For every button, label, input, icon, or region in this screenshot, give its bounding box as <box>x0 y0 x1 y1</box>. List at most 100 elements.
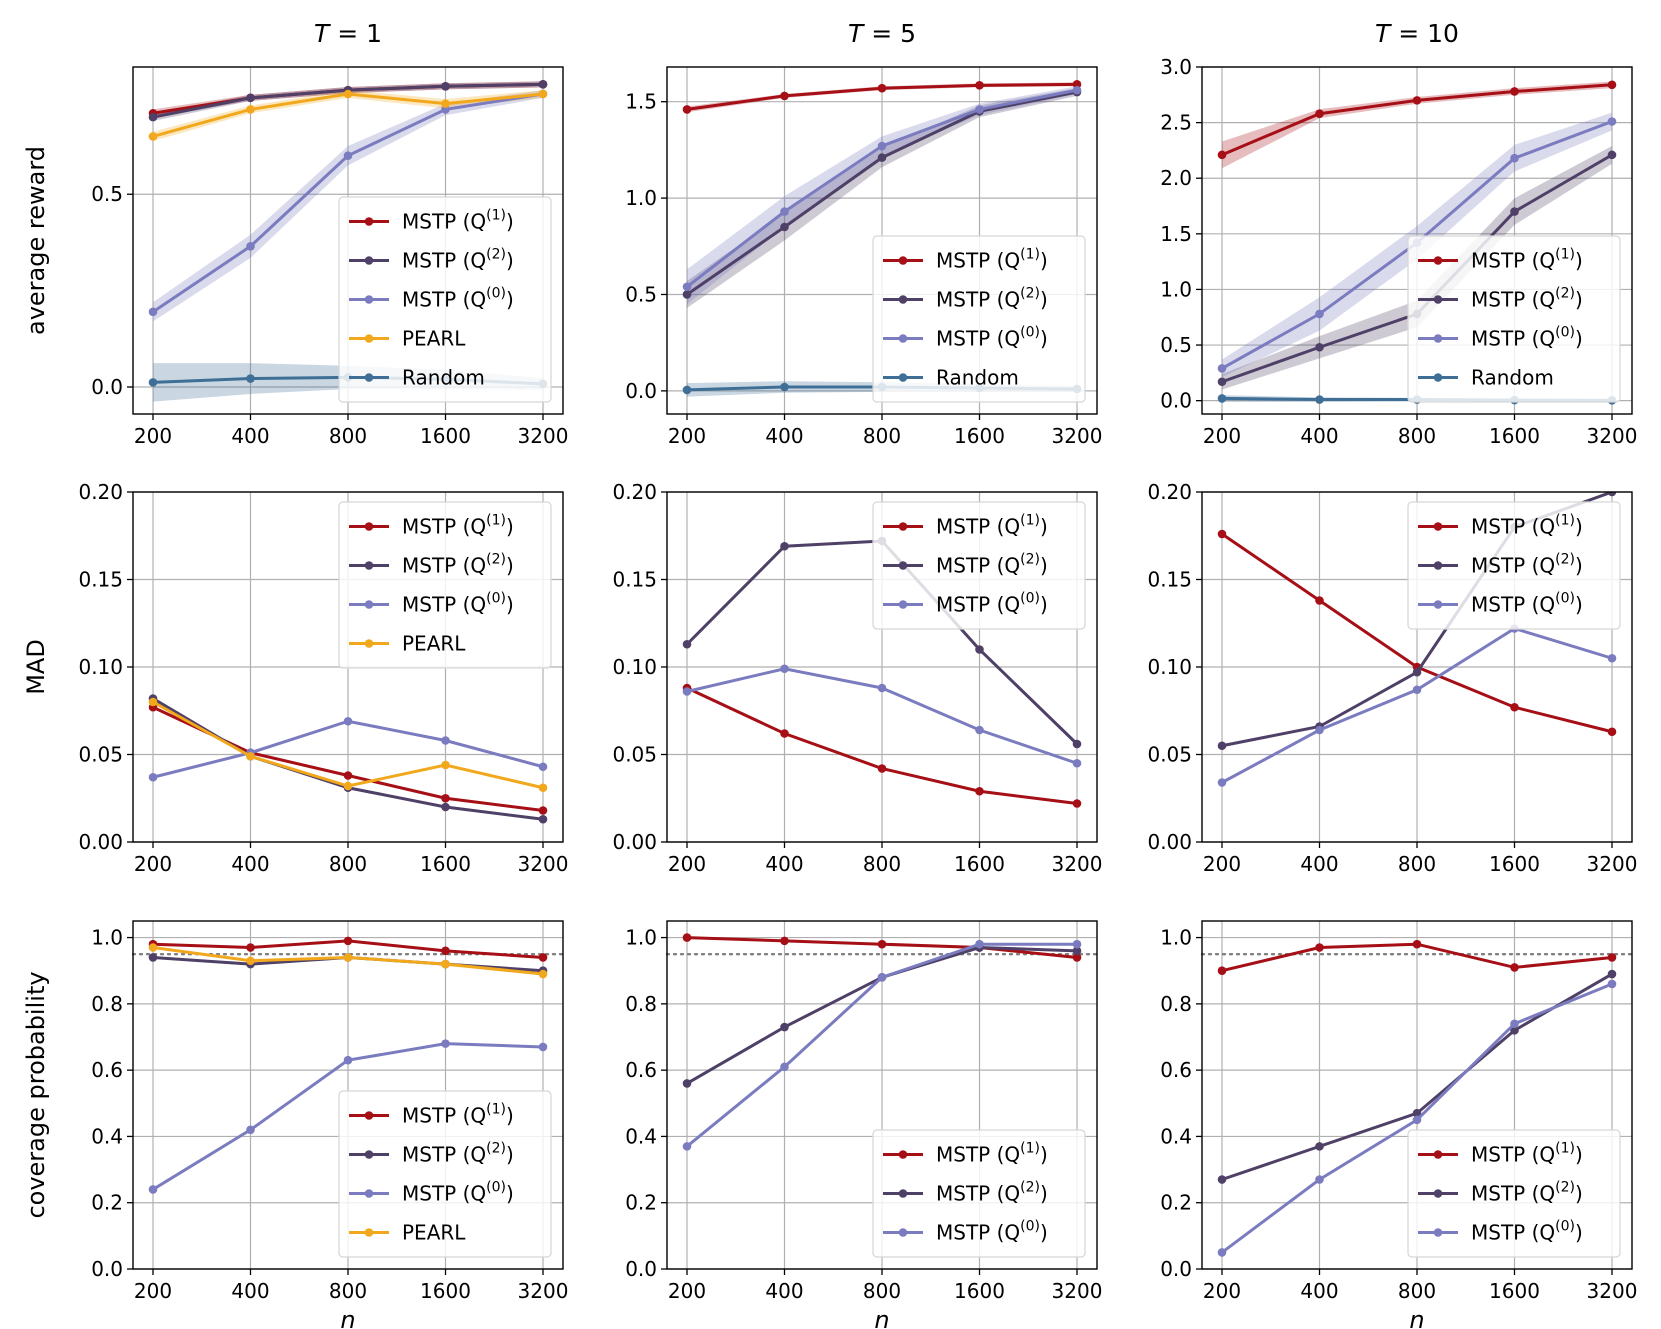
legend-label-q1: MSTP (Q(1)) <box>1471 513 1583 539</box>
x-tick-label: 3200 <box>1052 424 1103 448</box>
point-q2 <box>1607 150 1617 160</box>
legend-marker-q1 <box>1433 522 1443 531</box>
band-q2 <box>1222 145 1612 390</box>
y-tick-label: 0.20 <box>612 480 657 504</box>
point-q1 <box>1315 109 1324 119</box>
point-q0 <box>246 241 255 251</box>
legend-label-q0: MSTP (Q(0)) <box>402 286 514 312</box>
x-tick-label: 200 <box>1203 852 1241 876</box>
point-q1 <box>246 943 255 952</box>
point-q2 <box>1315 342 1324 352</box>
legend-box <box>872 501 1086 630</box>
row-ylabel-1: MAD <box>22 639 50 695</box>
y-tick-label: 0.6 <box>91 1058 123 1082</box>
legend-label-q1: MSTP (Q(1)) <box>1471 1141 1583 1167</box>
y-tick-label: 1.0 <box>625 186 657 210</box>
x-tick-label: 400 <box>1300 1279 1338 1303</box>
point-q2 <box>1607 492 1617 497</box>
point-q0 <box>682 282 692 292</box>
legend: MSTP (Q(1)) MSTP (Q(2)) MSTP (Q(0)) <box>872 501 1086 630</box>
point-q2 <box>1412 667 1422 677</box>
point-q0 <box>1607 653 1617 663</box>
point-pearl <box>343 89 353 99</box>
subplot-r2c1: 200 400 800 1600 3200 0.0 0.2 0.4 0.6 0.8 1.0 MSTP … <box>625 920 1103 1303</box>
column-title-1: T = 5 <box>848 19 916 48</box>
xaxis-label-2: n <box>1409 1306 1424 1329</box>
point-q2 <box>1217 377 1227 387</box>
y-tick-label: 0.15 <box>78 568 123 592</box>
point-q0 <box>682 687 692 696</box>
point-q2 <box>780 1022 789 1032</box>
subplot-r1c1: 200 400 800 1600 3200 0.00 0.05 0.10 0.15 0.20 MST… <box>612 480 1102 876</box>
legend-label-q1: MSTP (Q(1)) <box>402 513 514 539</box>
y-tick-label: 0.8 <box>91 992 123 1016</box>
x-tick-label: 400 <box>231 424 269 448</box>
point-pearl <box>148 132 158 141</box>
y-tick-label: 0.0 <box>625 1257 657 1281</box>
point-q2 <box>682 290 692 299</box>
x-tick-label: 3200 <box>1587 424 1638 448</box>
legend-marker-q0 <box>898 334 908 343</box>
x-tick-label: 200 <box>668 424 706 448</box>
legend-label-random: Random <box>402 366 485 390</box>
legend-label-q2: MSTP (Q(2)) <box>1471 1180 1583 1206</box>
point-random <box>148 378 158 387</box>
plot-area <box>1217 939 1617 1257</box>
point-pearl <box>441 760 450 770</box>
legend-label-q2: MSTP (Q(2)) <box>402 1141 514 1167</box>
point-q0 <box>975 105 984 114</box>
point-q2 <box>441 802 450 812</box>
point-q2 <box>975 645 984 654</box>
y-tick-label: 0.6 <box>625 1058 657 1082</box>
point-q1 <box>975 81 984 90</box>
y-tick-label: 0.20 <box>1147 480 1192 504</box>
point-q0 <box>1217 1248 1227 1257</box>
point-q1 <box>343 936 353 946</box>
legend-marker-q0 <box>1433 1228 1443 1237</box>
x-tick-label: 3200 <box>518 424 569 448</box>
point-q0 <box>148 772 158 782</box>
column-title-0: T = 1 <box>314 19 382 48</box>
x-tick-label: 3200 <box>1052 1279 1103 1303</box>
x-tick-label: 1600 <box>420 1279 471 1303</box>
point-q0 <box>343 151 353 160</box>
point-q1 <box>877 83 887 93</box>
y-tick-label: 0.0 <box>1160 389 1192 413</box>
legend-marker-q2 <box>364 256 374 265</box>
point-q2 <box>1072 739 1082 749</box>
point-q2 <box>877 153 887 162</box>
legend-marker-random <box>898 373 908 382</box>
xaxis-label-0: n <box>340 1306 355 1329</box>
x-tick-label: 200 <box>134 1279 172 1303</box>
x-tick-label: 400 <box>1300 852 1338 876</box>
x-tick-label: 800 <box>863 424 901 448</box>
legend-label-q2: MSTP (Q(2)) <box>936 552 1048 578</box>
x-tick-label: 3200 <box>1587 852 1638 876</box>
point-q0 <box>343 1055 353 1065</box>
legend-marker-random <box>364 373 374 382</box>
legend-marker-q0 <box>364 295 374 304</box>
legend: MSTP (Q(1)) MSTP (Q(2)) MSTP (Q(0)) PEARL <box>338 501 552 669</box>
legend-marker-q1 <box>898 522 908 531</box>
point-pearl <box>538 89 548 99</box>
point-q2 <box>538 814 548 824</box>
x-tick-label: 200 <box>1203 1279 1241 1303</box>
legend-box <box>872 235 1086 403</box>
legend: MSTP (Q(1)) MSTP (Q(2)) MSTP (Q(0)) <box>1407 501 1621 630</box>
point-pearl <box>246 105 255 114</box>
x-tick-label: 800 <box>863 852 901 876</box>
y-tick-label: 0.10 <box>78 655 123 679</box>
point-q0 <box>780 664 789 674</box>
x-tick-label: 400 <box>765 424 803 448</box>
point-pearl <box>538 969 548 979</box>
point-q1 <box>975 786 984 796</box>
point-q2 <box>148 112 158 122</box>
point-q1 <box>877 764 887 773</box>
y-tick-label: 0.8 <box>1160 992 1192 1016</box>
point-random <box>682 385 692 395</box>
point-pearl <box>246 751 255 761</box>
point-q1 <box>1412 96 1422 105</box>
x-tick-label: 200 <box>668 1279 706 1303</box>
point-q1 <box>1510 963 1519 972</box>
y-tick-label: 0.8 <box>625 992 657 1016</box>
